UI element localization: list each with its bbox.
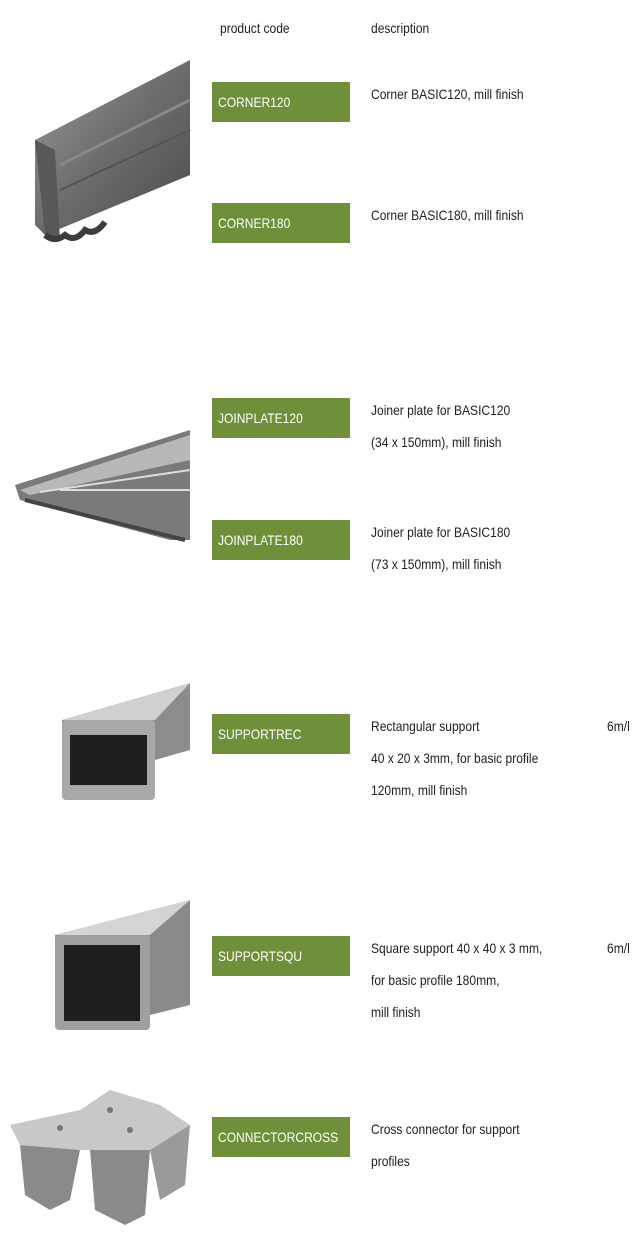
product-code: CORNER180 <box>218 215 291 231</box>
product-code-cell: CONNECTORCROSS <box>212 1117 350 1157</box>
description-line: Corner BASIC120, mill finish <box>371 86 524 102</box>
product-image <box>35 60 191 242</box>
description-line: Rectangular support <box>371 718 480 734</box>
description-line: Joiner plate for BASIC180 <box>371 524 511 540</box>
product-code: CONNECTORCROSS <box>218 1129 339 1145</box>
description-line: Square support 40 x 40 x 3 mm, <box>371 940 543 956</box>
column-header: product code <box>220 20 290 36</box>
product-code: SUPPORTSQU <box>218 948 303 964</box>
product-code-cell: SUPPORTREC <box>212 714 350 754</box>
product-code-cell: JOINPLATE180 <box>212 520 350 560</box>
product-image <box>55 900 190 1030</box>
product-image <box>62 683 190 800</box>
product-code: JOINPLATE180 <box>218 532 303 548</box>
product-image <box>10 1090 190 1225</box>
description-line: profiles <box>371 1153 410 1169</box>
description-line: Corner BASIC180, mill finish <box>371 207 524 223</box>
unit: 6m/l <box>607 940 630 956</box>
description-line: (73 x 150mm), mill finish <box>371 556 502 572</box>
description-line: for basic profile 180mm, <box>371 972 500 988</box>
product-code: SUPPORTREC <box>218 726 302 742</box>
product-code-cell: CORNER120 <box>212 82 350 122</box>
unit: 6m/l <box>607 718 630 734</box>
description-line: 40 x 20 x 3mm, for basic profile <box>371 750 539 766</box>
description-line: Cross connector for support <box>371 1121 520 1137</box>
product-code: JOINPLATE120 <box>218 410 303 426</box>
description-line: 120mm, mill finish <box>371 782 468 798</box>
description-line: Joiner plate for BASIC120 <box>371 402 511 418</box>
product-code-cell: JOINPLATE120 <box>212 398 350 438</box>
product-image <box>15 430 191 542</box>
product-code: CORNER120 <box>218 94 291 110</box>
description-line: (34 x 150mm), mill finish <box>371 434 502 450</box>
description-line: mill finish <box>371 1004 421 1020</box>
product-code-cell: CORNER180 <box>212 203 350 243</box>
product-code-cell: SUPPORTSQU <box>212 936 350 976</box>
column-header: description <box>371 20 430 36</box>
